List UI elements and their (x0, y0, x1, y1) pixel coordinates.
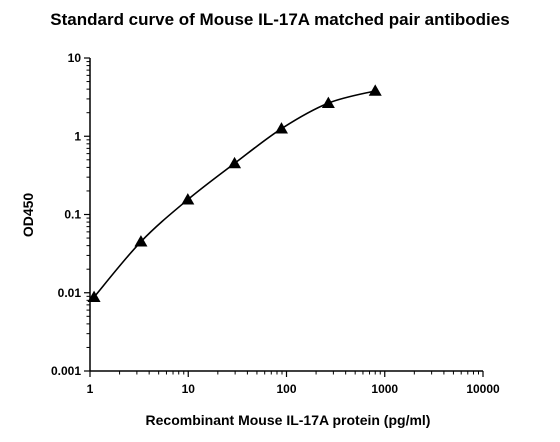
y-tick-label: 1 (74, 129, 81, 143)
data-point-triangle (274, 122, 288, 134)
data-point-triangle (321, 96, 335, 109)
x-tick-label: 100 (276, 382, 296, 396)
x-tick-label: 1000 (371, 382, 398, 396)
x-tick-label: 10 (182, 382, 196, 396)
x-tick-label: 1 (87, 382, 94, 396)
y-tick-label: 0.1 (64, 208, 81, 222)
y-axis-title: OD450 (20, 193, 36, 238)
axes (89, 58, 483, 372)
x-axis-title: Recombinant Mouse IL-17A protein (pg/ml) (146, 412, 431, 428)
data-point-triangle (181, 193, 195, 205)
data-points (87, 84, 382, 302)
data-point-triangle (368, 84, 382, 96)
y-tick-label: 0.01 (58, 286, 82, 300)
fit-curve (93, 90, 376, 298)
y-tick-label: 10 (68, 51, 82, 65)
x-tick-label: 10000 (466, 382, 500, 396)
data-point-triangle (87, 290, 101, 302)
chart-title: Standard curve of Mouse IL-17A matched p… (50, 10, 510, 29)
y-tick-label: 0.001 (51, 364, 81, 378)
data-point-triangle (134, 235, 148, 247)
ticks: 1 10 100 1000 10000 0.001 0.01 0.1 1 10 (51, 51, 500, 396)
data-point-triangle (228, 156, 242, 169)
